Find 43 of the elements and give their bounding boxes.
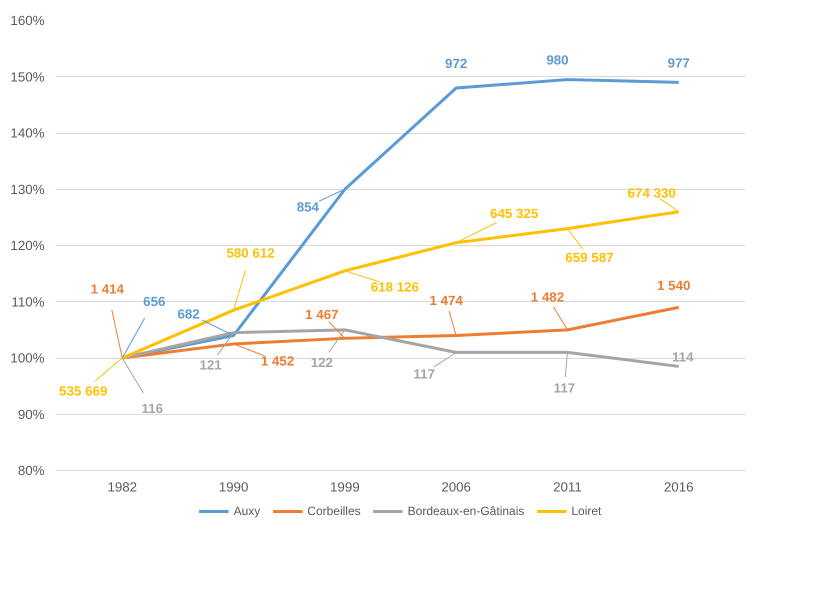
legend-label: Loiret (571, 504, 602, 518)
annotation: 674 330 (628, 185, 676, 200)
annotation: 659 587 (565, 250, 614, 266)
annotation: 1 474 (429, 293, 464, 308)
annotation: 114 (672, 349, 694, 364)
annotation: 117 (554, 380, 576, 396)
annotation: 580 612 (226, 246, 275, 261)
annotation: 618 126 (370, 279, 419, 294)
annotation: 854 (296, 199, 320, 214)
annotation: 980 (546, 52, 569, 68)
y-tick-label: 90% (18, 406, 45, 422)
annotation: 1 540 (657, 278, 690, 293)
y-tick-label: 110% (11, 294, 45, 310)
annotation: 645 325 (490, 206, 539, 222)
x-tick-label: 2011 (553, 480, 582, 494)
y-tick-label: 100% (10, 350, 45, 366)
annotation: 1 452 (260, 353, 294, 368)
x-tick-label: 1999 (330, 480, 360, 494)
legend-label: Bordeaux-en-Gâtinais (408, 504, 524, 518)
annotation: 1 482 (530, 289, 564, 304)
x-tick-label: 2006 (441, 480, 471, 494)
annotation: 121 (199, 358, 222, 373)
annotation: 116 (142, 401, 164, 416)
x-tick-label: 2016 (664, 480, 694, 494)
y-tick-label: 150% (10, 69, 45, 84)
annotation: 977 (668, 55, 690, 70)
y-tick-label: 120% (10, 238, 45, 253)
annotation: 682 (177, 306, 200, 322)
y-tick-label: 140% (10, 126, 45, 140)
annotation: 117 (413, 366, 435, 382)
annotation: 122 (310, 354, 333, 370)
annotation: 535 669 (59, 384, 108, 398)
y-tick-label: 160% (10, 13, 45, 28)
annotation: 972 (445, 56, 468, 71)
legend-label: Auxy (234, 504, 260, 518)
annotation: 656 (143, 294, 166, 309)
y-tick-label: 80% (18, 463, 45, 478)
x-tick-label: 1982 (107, 480, 138, 494)
annotation: 1 414 (90, 282, 125, 296)
annotation: 1 467 (305, 306, 339, 322)
x-tick-label: 1990 (218, 480, 248, 494)
legend-label: Corbeilles (307, 504, 361, 518)
y-tick-label: 130% (10, 182, 45, 197)
